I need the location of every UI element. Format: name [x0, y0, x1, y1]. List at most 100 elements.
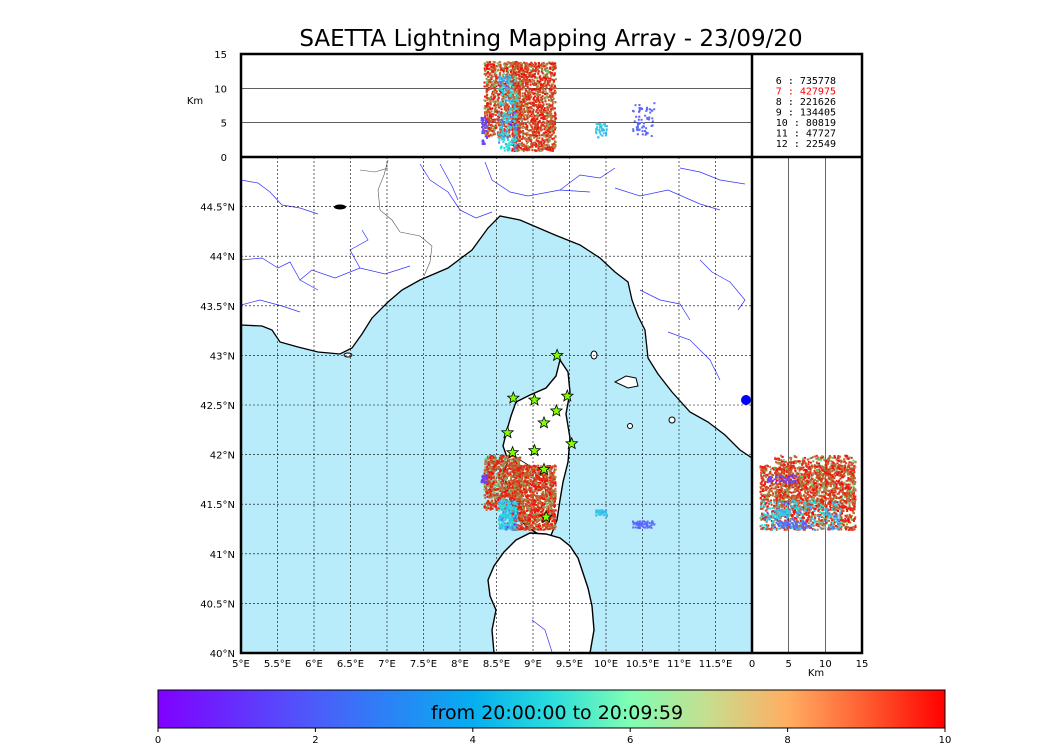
altitude-source-point [530, 91, 533, 94]
map-source-point [554, 497, 557, 500]
map-source-point [518, 503, 521, 506]
altitude-source-point [552, 131, 555, 134]
altitude-source-point [534, 95, 537, 98]
altitude-source-point [511, 101, 514, 104]
altitude-source-point [518, 127, 521, 130]
map-source-point [515, 485, 518, 488]
altitude-axis-label: Km [187, 96, 203, 107]
map-source-point [531, 516, 534, 519]
altitude-source-point [530, 95, 533, 98]
hyeres-island [343, 352, 353, 358]
map-source-point [525, 498, 528, 501]
map-source-point [518, 489, 521, 492]
map-source-point [544, 497, 547, 500]
map-source-point [553, 504, 556, 507]
altitude-source-point [548, 129, 551, 132]
map-source-point [508, 490, 511, 493]
altitude-source-point [506, 91, 509, 94]
map-source-point [501, 491, 504, 494]
map-source-point [509, 473, 512, 476]
map-source-point [533, 466, 536, 469]
map-source-point [511, 486, 514, 489]
altitude-source-point [514, 80, 517, 83]
map-source-point [511, 490, 514, 493]
map-source-point [507, 481, 510, 484]
map-source-point [543, 494, 546, 497]
altitude-source-point [520, 72, 523, 75]
altitude-source-point [650, 135, 653, 138]
map-source-point [526, 516, 529, 519]
altitude-source-point [494, 118, 497, 121]
map-source-point [496, 482, 499, 485]
map-source-point [548, 525, 551, 528]
map-source-point [536, 476, 539, 479]
altitude-source-point [486, 114, 489, 117]
map-source-point [491, 507, 494, 510]
altitude-source-point [499, 63, 502, 66]
altitude-source-point [504, 134, 507, 137]
altitude-source-point [512, 141, 515, 144]
map-source-point [487, 457, 490, 460]
map-source-point [552, 509, 555, 512]
map-source-point [539, 495, 542, 498]
altitude-source-point [545, 124, 548, 127]
map-source-point [532, 516, 535, 519]
map-source-point [486, 465, 489, 468]
map-source-point [516, 498, 519, 501]
altitude-source-point [526, 128, 529, 131]
map-source-point [552, 472, 555, 475]
map-source-point [551, 514, 554, 517]
altitude-source-point [540, 128, 543, 131]
altitude-source-point [511, 83, 514, 86]
map-source-point [524, 527, 527, 530]
altitude-source-point [544, 118, 547, 121]
altitude-source-point [530, 65, 533, 68]
altitude-source-point [486, 103, 489, 106]
map-source-point [533, 513, 536, 516]
altitude-source-point [506, 138, 509, 141]
altitude-source-point [483, 62, 486, 65]
map-source-point [517, 484, 520, 487]
altitude-source-point [543, 81, 546, 84]
altitude-source-point [512, 126, 515, 129]
altitude-source-point [512, 116, 515, 119]
altitude-source-point [543, 93, 546, 96]
altitude-source-point [485, 66, 488, 69]
map-source-point [504, 507, 507, 510]
map-source-point [528, 502, 531, 505]
altitude-source-point [538, 109, 541, 112]
map-source-point [501, 459, 504, 462]
map-source-point [518, 464, 521, 467]
altitude-source-point [512, 119, 515, 122]
altitude-source-point [552, 65, 555, 68]
map-source-point [550, 473, 553, 476]
altitude-source-point [493, 102, 496, 105]
altitude-source-point [521, 141, 524, 144]
altitude-source-point [546, 115, 549, 118]
altitude-source-point [543, 116, 546, 119]
map-source-point [516, 467, 519, 470]
altitude-source-point [504, 65, 507, 68]
altitude-source-point [645, 109, 648, 112]
altitude-source-point [480, 116, 483, 119]
map-source-point [540, 497, 543, 500]
station-count-row: 12 : 22549 [776, 139, 836, 150]
altitude-source-point [544, 90, 547, 93]
map-source-point [535, 507, 538, 510]
map-source-point [551, 502, 554, 505]
map-source-point [489, 493, 492, 496]
altitude-source-point [511, 139, 514, 142]
map-source-point [548, 512, 551, 515]
elba-island [613, 375, 639, 389]
map-source-point [510, 475, 513, 478]
map-source-point [485, 491, 488, 494]
altitude-source-point [538, 141, 541, 144]
altitude-source-point [515, 96, 518, 99]
altitude-source-point [505, 134, 508, 137]
altitude-source-point [486, 129, 489, 132]
map-source-point [488, 467, 491, 470]
map-source-point [521, 477, 524, 480]
map-source-point [540, 484, 543, 487]
map-source-point [521, 527, 524, 530]
